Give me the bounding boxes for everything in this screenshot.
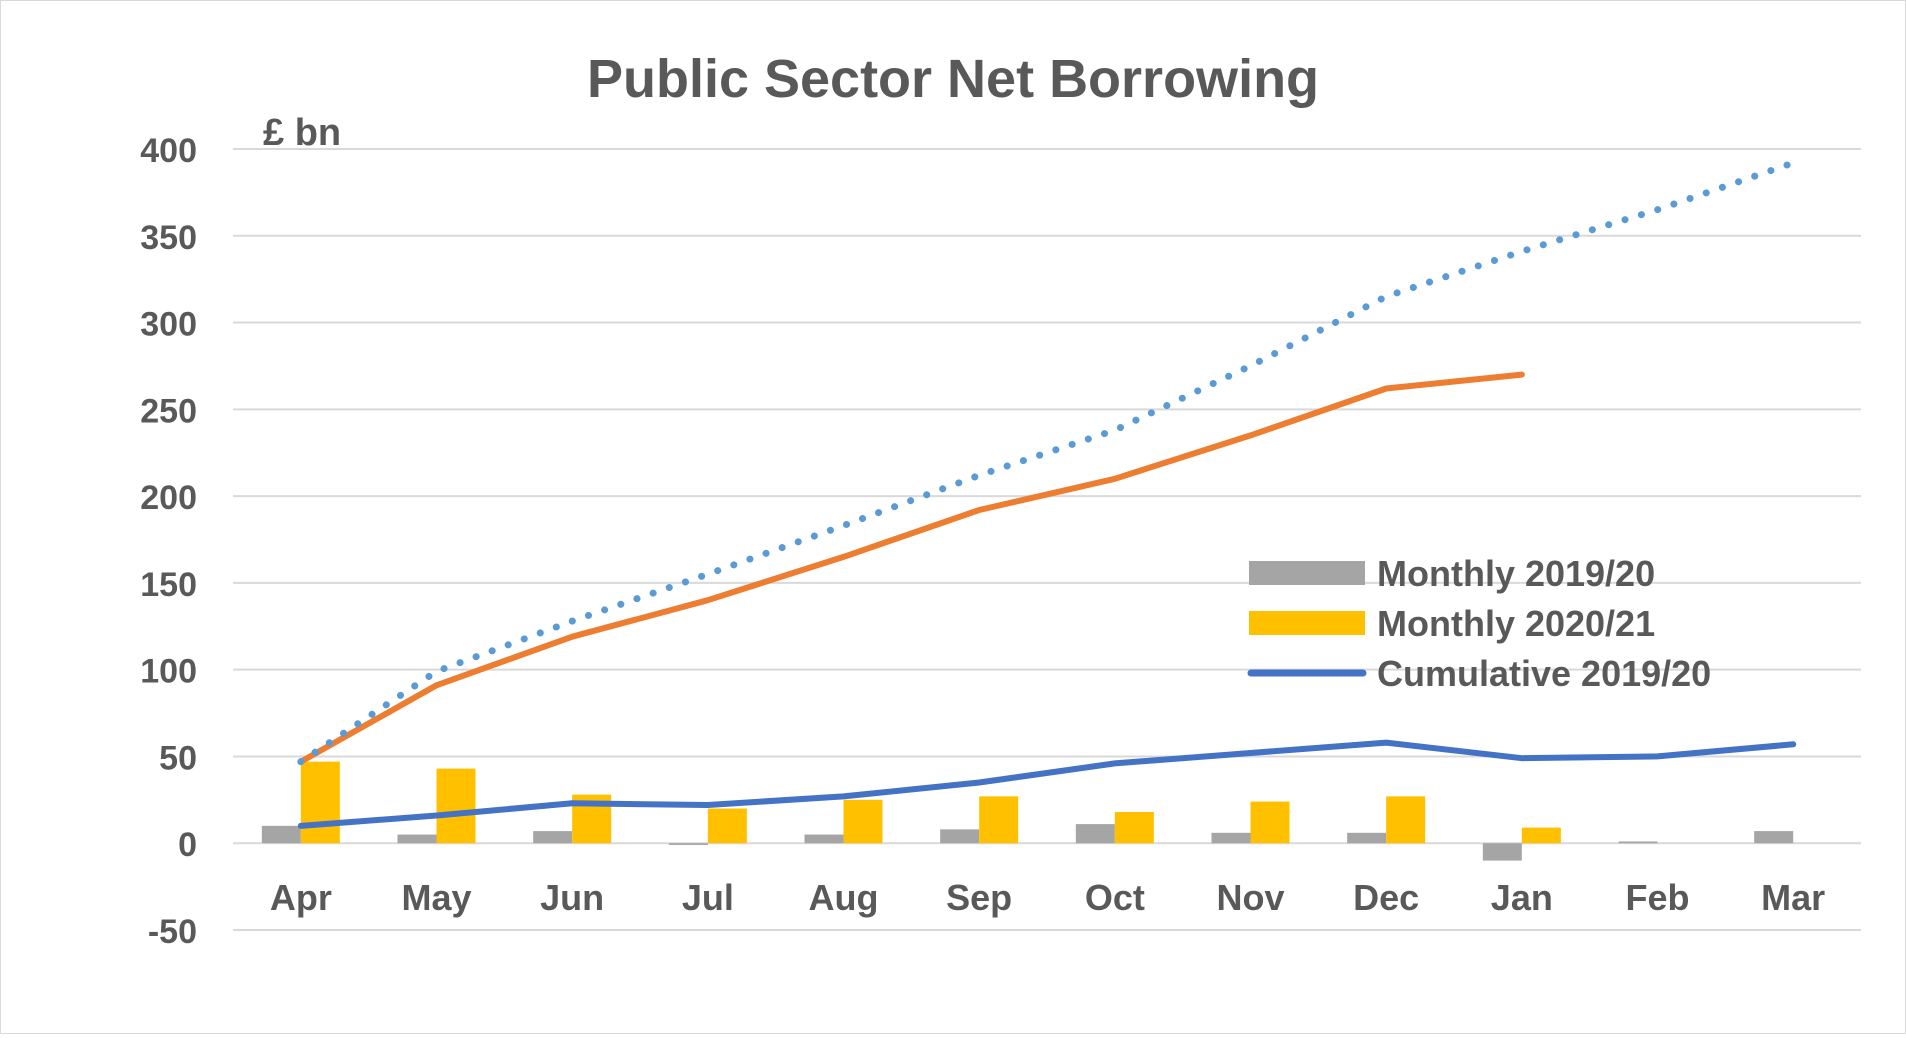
y-tick-label: 350 (140, 219, 197, 257)
bar (1114, 811, 1154, 844)
bar (1386, 796, 1426, 844)
series-line (297, 371, 1525, 765)
legend-label: Monthly 2019/20 (1377, 553, 1655, 594)
x-tick-label: Jun (540, 877, 604, 918)
x-tick-label: May (401, 877, 471, 918)
y-tick-label: 50 (159, 739, 197, 777)
lines (297, 159, 1797, 829)
x-tick-label: Dec (1353, 877, 1419, 918)
bars (261, 761, 1794, 861)
bar (436, 768, 476, 844)
bar (843, 799, 883, 844)
y-tick-label: -50 (148, 913, 197, 951)
bar (1347, 832, 1387, 844)
legend-swatch (1249, 611, 1365, 635)
series-line (297, 159, 1797, 766)
bar (397, 834, 437, 844)
bar (300, 761, 340, 844)
bar (1618, 841, 1658, 844)
bar (1211, 832, 1251, 844)
x-tick-label: Nov (1216, 877, 1284, 918)
y-tick-label: 100 (140, 653, 197, 691)
bar (940, 829, 980, 844)
bar (1075, 824, 1115, 844)
series-line (297, 739, 1797, 829)
legend-swatch (1249, 561, 1365, 585)
x-axis-ticks: Apr May Jun Jul Aug Sep Oct Nov Dec Jan Feb Mar (270, 877, 1825, 918)
bar (804, 834, 844, 844)
y-tick-label: 200 (140, 479, 197, 517)
bar (1521, 827, 1561, 844)
bar (979, 796, 1019, 844)
y-tick-label: 0 (178, 826, 197, 864)
chart-title: Public Sector Net Borrowing (587, 49, 1319, 109)
x-tick-label: Apr (270, 877, 332, 918)
bar (1754, 831, 1794, 844)
y-tick-label: 400 (140, 132, 197, 170)
bar (1250, 801, 1290, 844)
x-tick-label: Sep (946, 877, 1012, 918)
x-tick-label: Jan (1491, 877, 1553, 918)
x-tick-label: Oct (1085, 877, 1145, 918)
bar (533, 831, 573, 844)
y-tick-label: 300 (140, 306, 197, 344)
y-axis-unit-label: £ bn (263, 112, 341, 154)
bar (261, 825, 301, 844)
x-tick-label: Aug (809, 877, 879, 918)
legend-label: Cumulative 2019/20 (1377, 653, 1711, 694)
x-tick-label: Feb (1625, 877, 1689, 918)
y-axis-ticks: -50 0 50 100 150 200 250 300 350 400 (140, 132, 197, 951)
bar (1482, 843, 1522, 861)
y-tick-label: 150 (140, 566, 197, 604)
x-tick-label: Jul (682, 877, 734, 918)
legend-label: Monthly 2020/21 (1377, 603, 1655, 644)
x-tick-label: Mar (1761, 877, 1825, 918)
legend: Monthly 2019/20 Monthly 2020/21 Cumulative… (1247, 553, 1711, 694)
bar (668, 843, 708, 845)
bar (707, 808, 747, 844)
y-tick-label: 250 (140, 392, 197, 430)
